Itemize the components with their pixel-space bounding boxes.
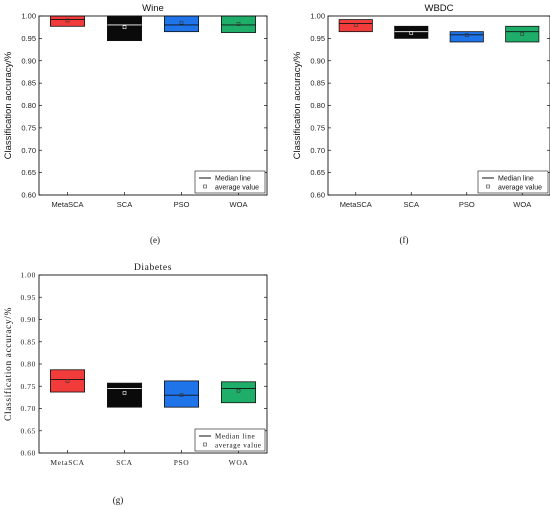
y-tick-label: 0.70: [21, 146, 36, 155]
chart-title: Wine: [142, 3, 164, 14]
mean-marker-sca: [122, 25, 127, 29]
chart-panel-f: 0.60 0.65 0.70 0.75 0.80 0.85 0.90 0.95 1.00 Meta…: [292, 3, 550, 245]
mean-marker-pso: [179, 393, 184, 397]
mean-marker-woa: [236, 388, 241, 393]
legend-average-marker: [203, 442, 207, 447]
x-tick-label: PSO: [459, 200, 475, 209]
panel-label: (f): [400, 235, 409, 245]
legend-box: [194, 428, 266, 452]
mean-marker-pso: [464, 33, 469, 38]
mean-marker-woa: [520, 32, 525, 36]
y-tick-label: 0.85: [20, 337, 36, 346]
x-tick-label: MetaSCA: [51, 200, 83, 209]
y-tick-label: 0.65: [20, 426, 36, 435]
mean-marker-sca: [122, 391, 127, 395]
y-tick-label: 0.90: [20, 315, 36, 324]
y-tick-label: 0.90: [310, 56, 325, 65]
mean-marker-metasca: [65, 379, 70, 383]
x-tick-label: WOA: [230, 200, 248, 209]
box-sca: [107, 382, 143, 408]
x-tick-label: MetaSCA: [340, 200, 372, 209]
x-tick-label: SCA: [116, 458, 132, 467]
y-tick-label: 0.80: [21, 101, 36, 110]
mean-marker-sca: [409, 31, 414, 35]
y-tick-label: 0.60: [21, 191, 36, 200]
x-tick-label: WOA: [513, 200, 531, 209]
x-tick-label: MetaSCA: [50, 458, 84, 467]
box-metasca: [50, 15, 86, 27]
mean-marker-metasca: [65, 18, 70, 23]
legend-average-marker: [486, 184, 490, 189]
box-pso: [163, 380, 199, 408]
legend-box: [477, 170, 549, 194]
y-tick-label: 0.90: [21, 56, 36, 65]
y-tick-label: 0.75: [310, 123, 325, 132]
box-metasca: [50, 369, 86, 393]
x-tick-label: SCA: [404, 200, 419, 209]
plot-frame: [327, 15, 550, 196]
y-tick-label: 0.60: [310, 191, 325, 200]
chart-title: WBDC: [424, 3, 453, 14]
y-tick-label: 0.85: [21, 79, 36, 88]
y-tick-label: 0.80: [310, 101, 325, 110]
chart-title: Diabetes: [134, 263, 172, 273]
mean-marker-woa: [236, 22, 241, 26]
y-tick-label: 1.00: [21, 12, 36, 21]
box-sca: [394, 25, 429, 39]
y-tick-label: 0.60: [20, 449, 36, 458]
y-axis-label: Classification accuracy/%: [3, 307, 14, 421]
mean-marker-pso: [179, 20, 184, 25]
legend-median-label: Median line: [215, 176, 251, 183]
y-tick-label: 0.95: [21, 34, 36, 43]
legend-average-label: average value: [498, 185, 542, 192]
chart-panel-g: 0.60 0.65 0.70 0.75 0.80 0.85 0.90 0.95 1.00 Meta…: [3, 263, 268, 505]
mean-marker-metasca: [353, 23, 358, 27]
legend-average-marker: [203, 184, 207, 189]
box-sca: [107, 15, 143, 42]
y-axis-label: Classification accuracy/%: [292, 51, 303, 159]
legend-median-label: Median line: [498, 176, 534, 183]
plot-frame: [38, 274, 268, 454]
y-tick-label: 0.70: [20, 404, 36, 413]
legend-box: [194, 170, 266, 194]
y-tick-label: 0.75: [21, 123, 36, 132]
y-tick-label: 0.65: [21, 168, 36, 177]
x-tick-label: PSO: [174, 200, 190, 209]
y-axis-label: Classification accuracy/%: [3, 51, 14, 159]
box-woa: [505, 25, 540, 43]
y-tick-label: 1.00: [20, 271, 36, 280]
x-tick-label: SCA: [117, 200, 132, 209]
panel-label: (g): [113, 495, 124, 505]
x-tick-label: PSO: [174, 458, 190, 467]
y-tick-label: 0.95: [310, 34, 325, 43]
y-tick-label: 0.80: [20, 360, 36, 369]
y-tick-label: 0.75: [20, 382, 36, 391]
y-tick-label: 0.65: [310, 168, 325, 177]
y-tick-label: 1.00: [310, 12, 325, 21]
panel-label: (e): [150, 235, 160, 245]
plot-frame: [38, 15, 268, 196]
y-tick-label: 0.95: [20, 293, 36, 302]
box-woa: [220, 15, 256, 33]
y-tick-label: 0.85: [310, 79, 325, 88]
legend-average-label: average value: [215, 442, 261, 450]
chart-panel-e: 0.60 0.65 0.70 0.75 0.80 0.85 0.90 0.95 1.00 Meta…: [3, 3, 268, 245]
box-metasca: [338, 19, 373, 33]
box-pso: [163, 15, 199, 33]
y-tick-label: 0.70: [310, 146, 325, 155]
x-tick-label: WOA: [229, 458, 249, 467]
legend-average-label: average value: [215, 185, 259, 192]
legend-median-label: Median line: [215, 433, 255, 441]
